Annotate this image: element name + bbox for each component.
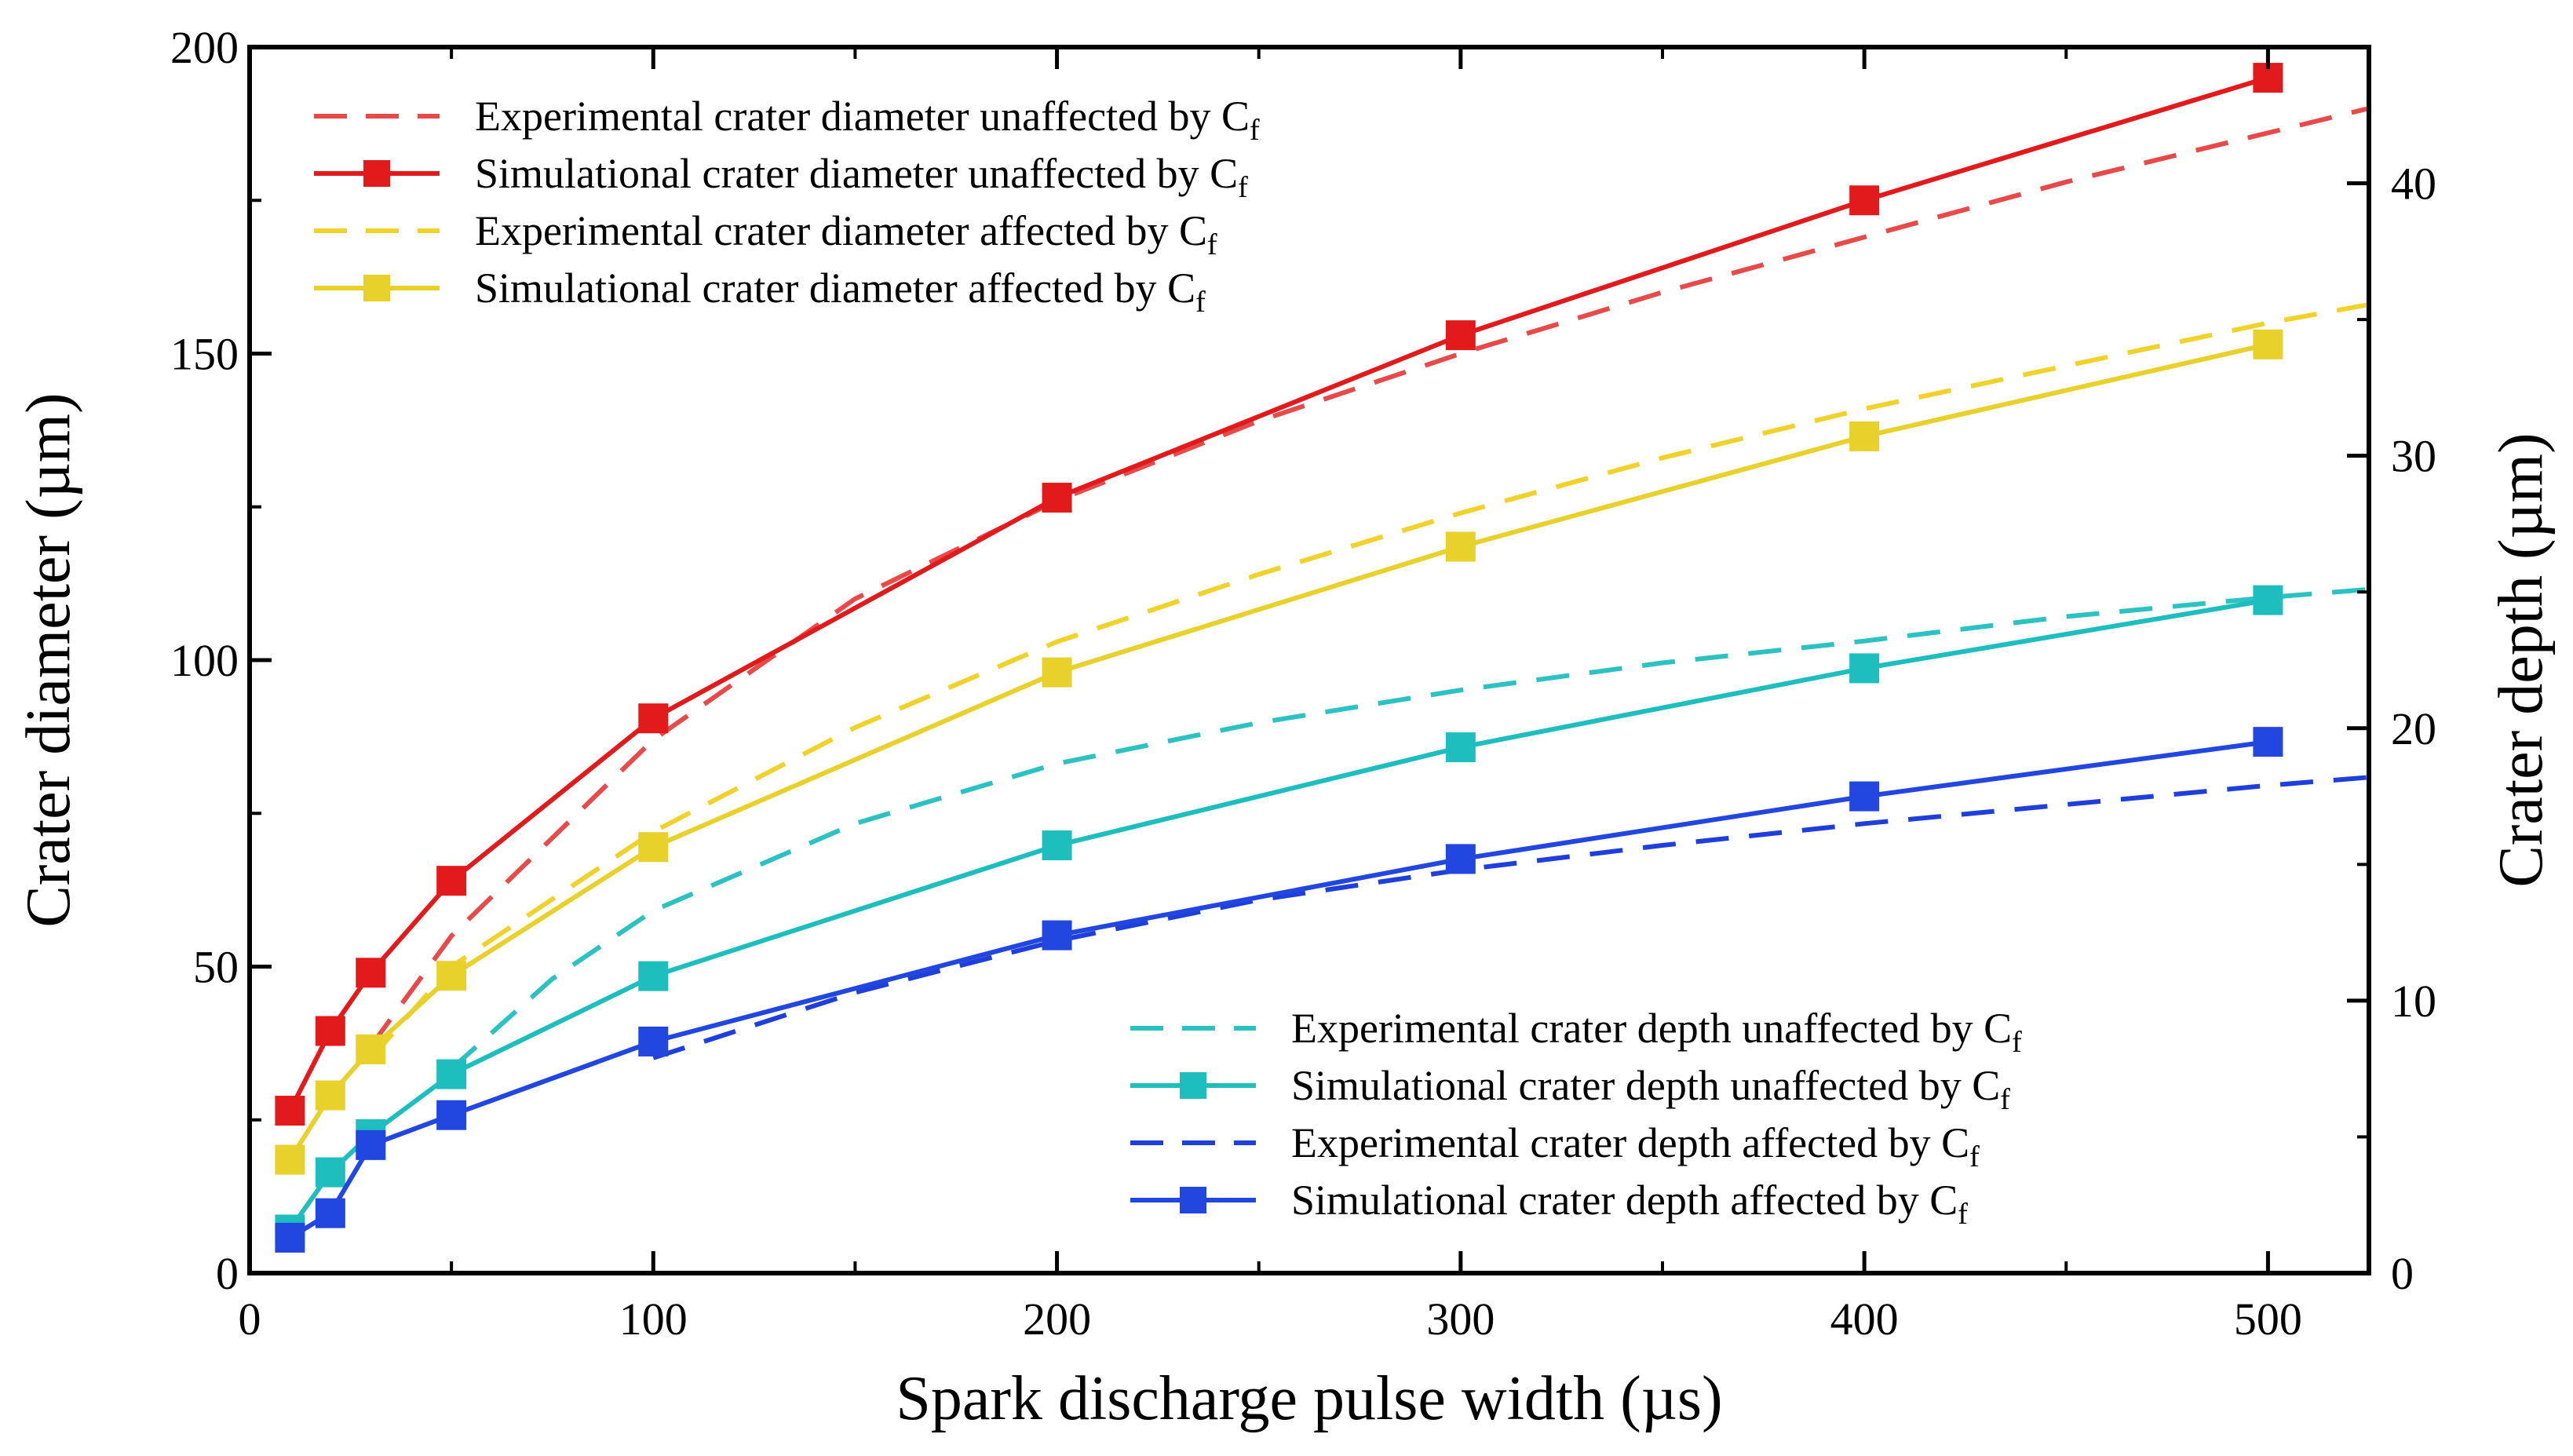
- x-tick-label-3: 300: [1426, 1294, 1495, 1345]
- legend-subscript-6: f: [1969, 1140, 1980, 1173]
- legend-marker-5: [1180, 1072, 1206, 1099]
- series-3: [275, 329, 2283, 1175]
- series-3-point-0: [275, 1144, 305, 1175]
- series-5-point-3: [436, 1059, 467, 1089]
- series-line-4: [450, 586, 2369, 1071]
- series-line-0: [368, 106, 2369, 1048]
- series-4: [450, 586, 2369, 1071]
- series-5-point-7: [1849, 653, 1880, 684]
- series-1-point-1: [315, 1016, 345, 1046]
- series-7: [275, 727, 2283, 1253]
- series-layer: [275, 63, 2369, 1253]
- series-1: [275, 63, 2283, 1126]
- y2-tick-label-1: 10: [2391, 976, 2436, 1027]
- x-tick-label-0: 0: [239, 1294, 261, 1345]
- y-tick-label-0: 0: [216, 1248, 239, 1299]
- legend-subscript-0: f: [1250, 114, 1260, 147]
- legend-subscript-3: f: [1195, 286, 1206, 319]
- y-tick-label-3: 150: [170, 329, 239, 380]
- legend-label-7: Simulational crater depth affected by Cf: [1291, 1177, 1968, 1231]
- x-tick-label-1: 100: [619, 1294, 688, 1345]
- series-5: [275, 585, 2283, 1245]
- x-tick-label-5: 500: [2234, 1294, 2302, 1345]
- series-3-point-5: [1042, 657, 1072, 688]
- axes-layer: 0 100 200 300 400 500 0 50 100 150 200 0 10 20 30 40: [170, 22, 2436, 1345]
- legend-label-2: Experimental crater diameter affected by…: [475, 207, 1217, 261]
- y2-tick-label-3: 30: [2391, 431, 2436, 482]
- series-1-point-0: [275, 1096, 305, 1126]
- series-3-point-6: [1445, 531, 1476, 562]
- y-tick-label-4: 200: [170, 22, 239, 73]
- legend-label-5: Simulational crater depth unaffected by …: [1291, 1062, 2010, 1116]
- series-5-point-4: [638, 961, 669, 991]
- series-1-point-5: [1042, 483, 1072, 513]
- series-5-point-8: [2253, 585, 2283, 615]
- y2-tick-label-2: 20: [2391, 703, 2436, 754]
- series-line-2: [369, 302, 2369, 1060]
- series-1-point-4: [638, 703, 669, 734]
- legend-subscript-7: f: [1958, 1198, 1968, 1231]
- series-3-point-1: [315, 1080, 345, 1111]
- legend-label-0: Experimental crater diameter unaffected …: [475, 93, 1260, 147]
- legend-label-6: Experimental crater depth affected by Cf: [1291, 1119, 1980, 1173]
- series-line-6: [652, 775, 2369, 1060]
- y-tick-label-1: 50: [193, 942, 239, 993]
- series-7-point-0: [275, 1222, 305, 1253]
- series-3-point-8: [2253, 329, 2283, 359]
- legend-label-4: Experimental crater depth unaffected by …: [1291, 1005, 2022, 1059]
- legend-top: Experimental crater diameter unaffected …: [314, 93, 1260, 319]
- series-3-point-2: [356, 1034, 386, 1064]
- series-5-point-6: [1445, 732, 1476, 763]
- y2-tick-label-0: 0: [2391, 1248, 2414, 1299]
- series-7-point-3: [436, 1100, 467, 1130]
- legend-marker-3: [363, 275, 390, 301]
- series-3-point-3: [436, 961, 467, 991]
- x-tick-label-4: 400: [1830, 1294, 1899, 1345]
- y-tick-label-2: 100: [170, 635, 239, 686]
- x-tick-label-2: 200: [1023, 1294, 1091, 1345]
- legend-marker-1: [363, 160, 390, 187]
- series-line-5: [287, 597, 2268, 1232]
- series-1-point-3: [436, 866, 467, 896]
- series-7-point-6: [1445, 844, 1476, 874]
- series-1-point-7: [1849, 185, 1880, 216]
- y2-tick-label-4: 40: [2391, 159, 2436, 210]
- series-1-point-6: [1445, 320, 1476, 351]
- series-7-point-5: [1042, 920, 1072, 951]
- series-5-point-5: [1042, 830, 1072, 861]
- legend-bottom: Experimental crater depth unaffected by …: [1130, 1005, 2022, 1231]
- legend-label-3: Simulational crater diameter affected by…: [475, 265, 1206, 319]
- series-7-point-4: [638, 1026, 669, 1056]
- y-axis-title: Crater diameter (µm): [14, 392, 83, 927]
- legend-subscript-4: f: [2012, 1026, 2022, 1059]
- series-1-point-2: [356, 958, 386, 988]
- series-3-point-7: [1849, 421, 1880, 451]
- legend-subscript-2: f: [1207, 228, 1217, 261]
- series-0: [368, 106, 2369, 1048]
- series-7-point-8: [2253, 727, 2283, 757]
- x-axis-title: Spark discharge pulse width (µs): [896, 1364, 1722, 1433]
- series-2: [369, 302, 2369, 1060]
- series-7-point-1: [315, 1198, 345, 1228]
- legend-subscript-1: f: [1238, 171, 1248, 204]
- series-5-point-1: [315, 1157, 345, 1188]
- series-3-point-4: [638, 832, 669, 863]
- series-7-point-2: [356, 1129, 386, 1160]
- legend-label-1: Simulational crater diameter unaffected …: [475, 150, 1248, 204]
- series-7-point-7: [1849, 781, 1880, 812]
- legend-subscript-5: f: [2000, 1083, 2010, 1116]
- legend-marker-7: [1180, 1187, 1206, 1213]
- series-6: [652, 775, 2369, 1060]
- y2-axis-title: Crater depth (µm): [2487, 432, 2556, 887]
